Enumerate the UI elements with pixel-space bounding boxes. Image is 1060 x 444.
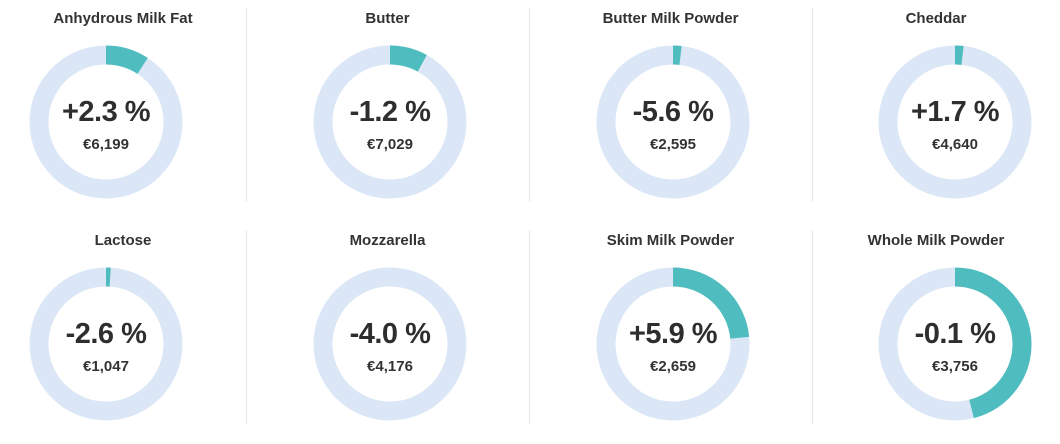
donut-ring: -1.2 % €7,029	[312, 44, 468, 200]
price-label: €2,659	[650, 358, 696, 375]
chart-title: Skim Milk Powder	[606, 232, 735, 249]
donut-svg	[878, 267, 1032, 421]
chart-card-lactose: Lactose -2.6 % €1,047	[0, 222, 246, 444]
donut-ring: +2.3 % €6,199	[28, 44, 184, 200]
price-label: €2,595	[650, 136, 696, 153]
change-label: +1.7 %	[910, 96, 1000, 128]
donut-svg	[596, 267, 750, 421]
donut-svg	[29, 45, 183, 199]
chart-title: Lactose	[94, 232, 152, 249]
donut-ring: +5.9 % €2,659	[595, 266, 751, 422]
donut-arc	[878, 45, 1032, 199]
chart-title: Anhydrous Milk Fat	[53, 10, 193, 27]
donut-track	[313, 267, 467, 421]
donut-ring: -0.1 % €3,756	[877, 266, 1033, 422]
change-label: -2.6 %	[65, 318, 147, 350]
donut-arc	[313, 45, 467, 199]
chart-title: Butter Milk Powder	[602, 10, 739, 27]
change-label: -4.0 %	[349, 318, 431, 350]
change-label: +5.9 %	[628, 318, 718, 350]
donut-ring: -5.6 % €2,595	[595, 44, 751, 200]
price-label: €4,640	[932, 136, 978, 153]
chart-card-butter-milk-powder: Butter Milk Powder -5.6 % €2,595	[529, 0, 812, 222]
price-label: €6,199	[83, 136, 129, 153]
chart-card-cheddar: Cheddar +1.7 % €4,640	[812, 0, 1060, 222]
chart-title: Mozzarella	[349, 232, 426, 249]
donut-arc	[29, 45, 183, 199]
donut-ring: -4.0 % €4,176	[312, 266, 468, 422]
price-label: €4,176	[367, 358, 413, 375]
chart-card-anhydrous-milk-fat: Anhydrous Milk Fat +2.3 % €6,199	[0, 0, 246, 222]
chart-card-whole-milk-powder: Whole Milk Powder -0.1 % €3,756	[812, 222, 1060, 444]
donut-arc	[596, 267, 750, 421]
price-label: €3,756	[932, 358, 978, 375]
chart-card-skim-milk-powder: Skim Milk Powder +5.9 % €2,659	[529, 222, 812, 444]
donut-svg	[313, 45, 467, 199]
price-label: €7,029	[367, 136, 413, 153]
donut-ring: +1.7 % €4,640	[877, 44, 1033, 200]
donut-svg	[878, 45, 1032, 199]
chart-card-butter: Butter -1.2 % €7,029	[246, 0, 529, 222]
chart-title: Whole Milk Powder	[867, 232, 1005, 249]
chart-card-mozzarella: Mozzarella -4.0 % €4,176	[246, 222, 529, 444]
chart-title: Butter	[365, 10, 410, 27]
change-label: -0.1 %	[914, 318, 996, 350]
donut-svg	[29, 267, 183, 421]
donut-arc	[878, 267, 1032, 421]
donut-svg	[313, 267, 467, 421]
donut-ring: -2.6 % €1,047	[28, 266, 184, 422]
donut-arc	[596, 45, 750, 199]
change-label: -5.6 %	[632, 96, 714, 128]
donut-arc	[29, 267, 183, 421]
chart-title: Cheddar	[905, 10, 967, 27]
donut-svg	[596, 45, 750, 199]
price-label: €1,047	[83, 358, 129, 375]
change-label: -1.2 %	[349, 96, 431, 128]
change-label: +2.3 %	[61, 96, 151, 128]
